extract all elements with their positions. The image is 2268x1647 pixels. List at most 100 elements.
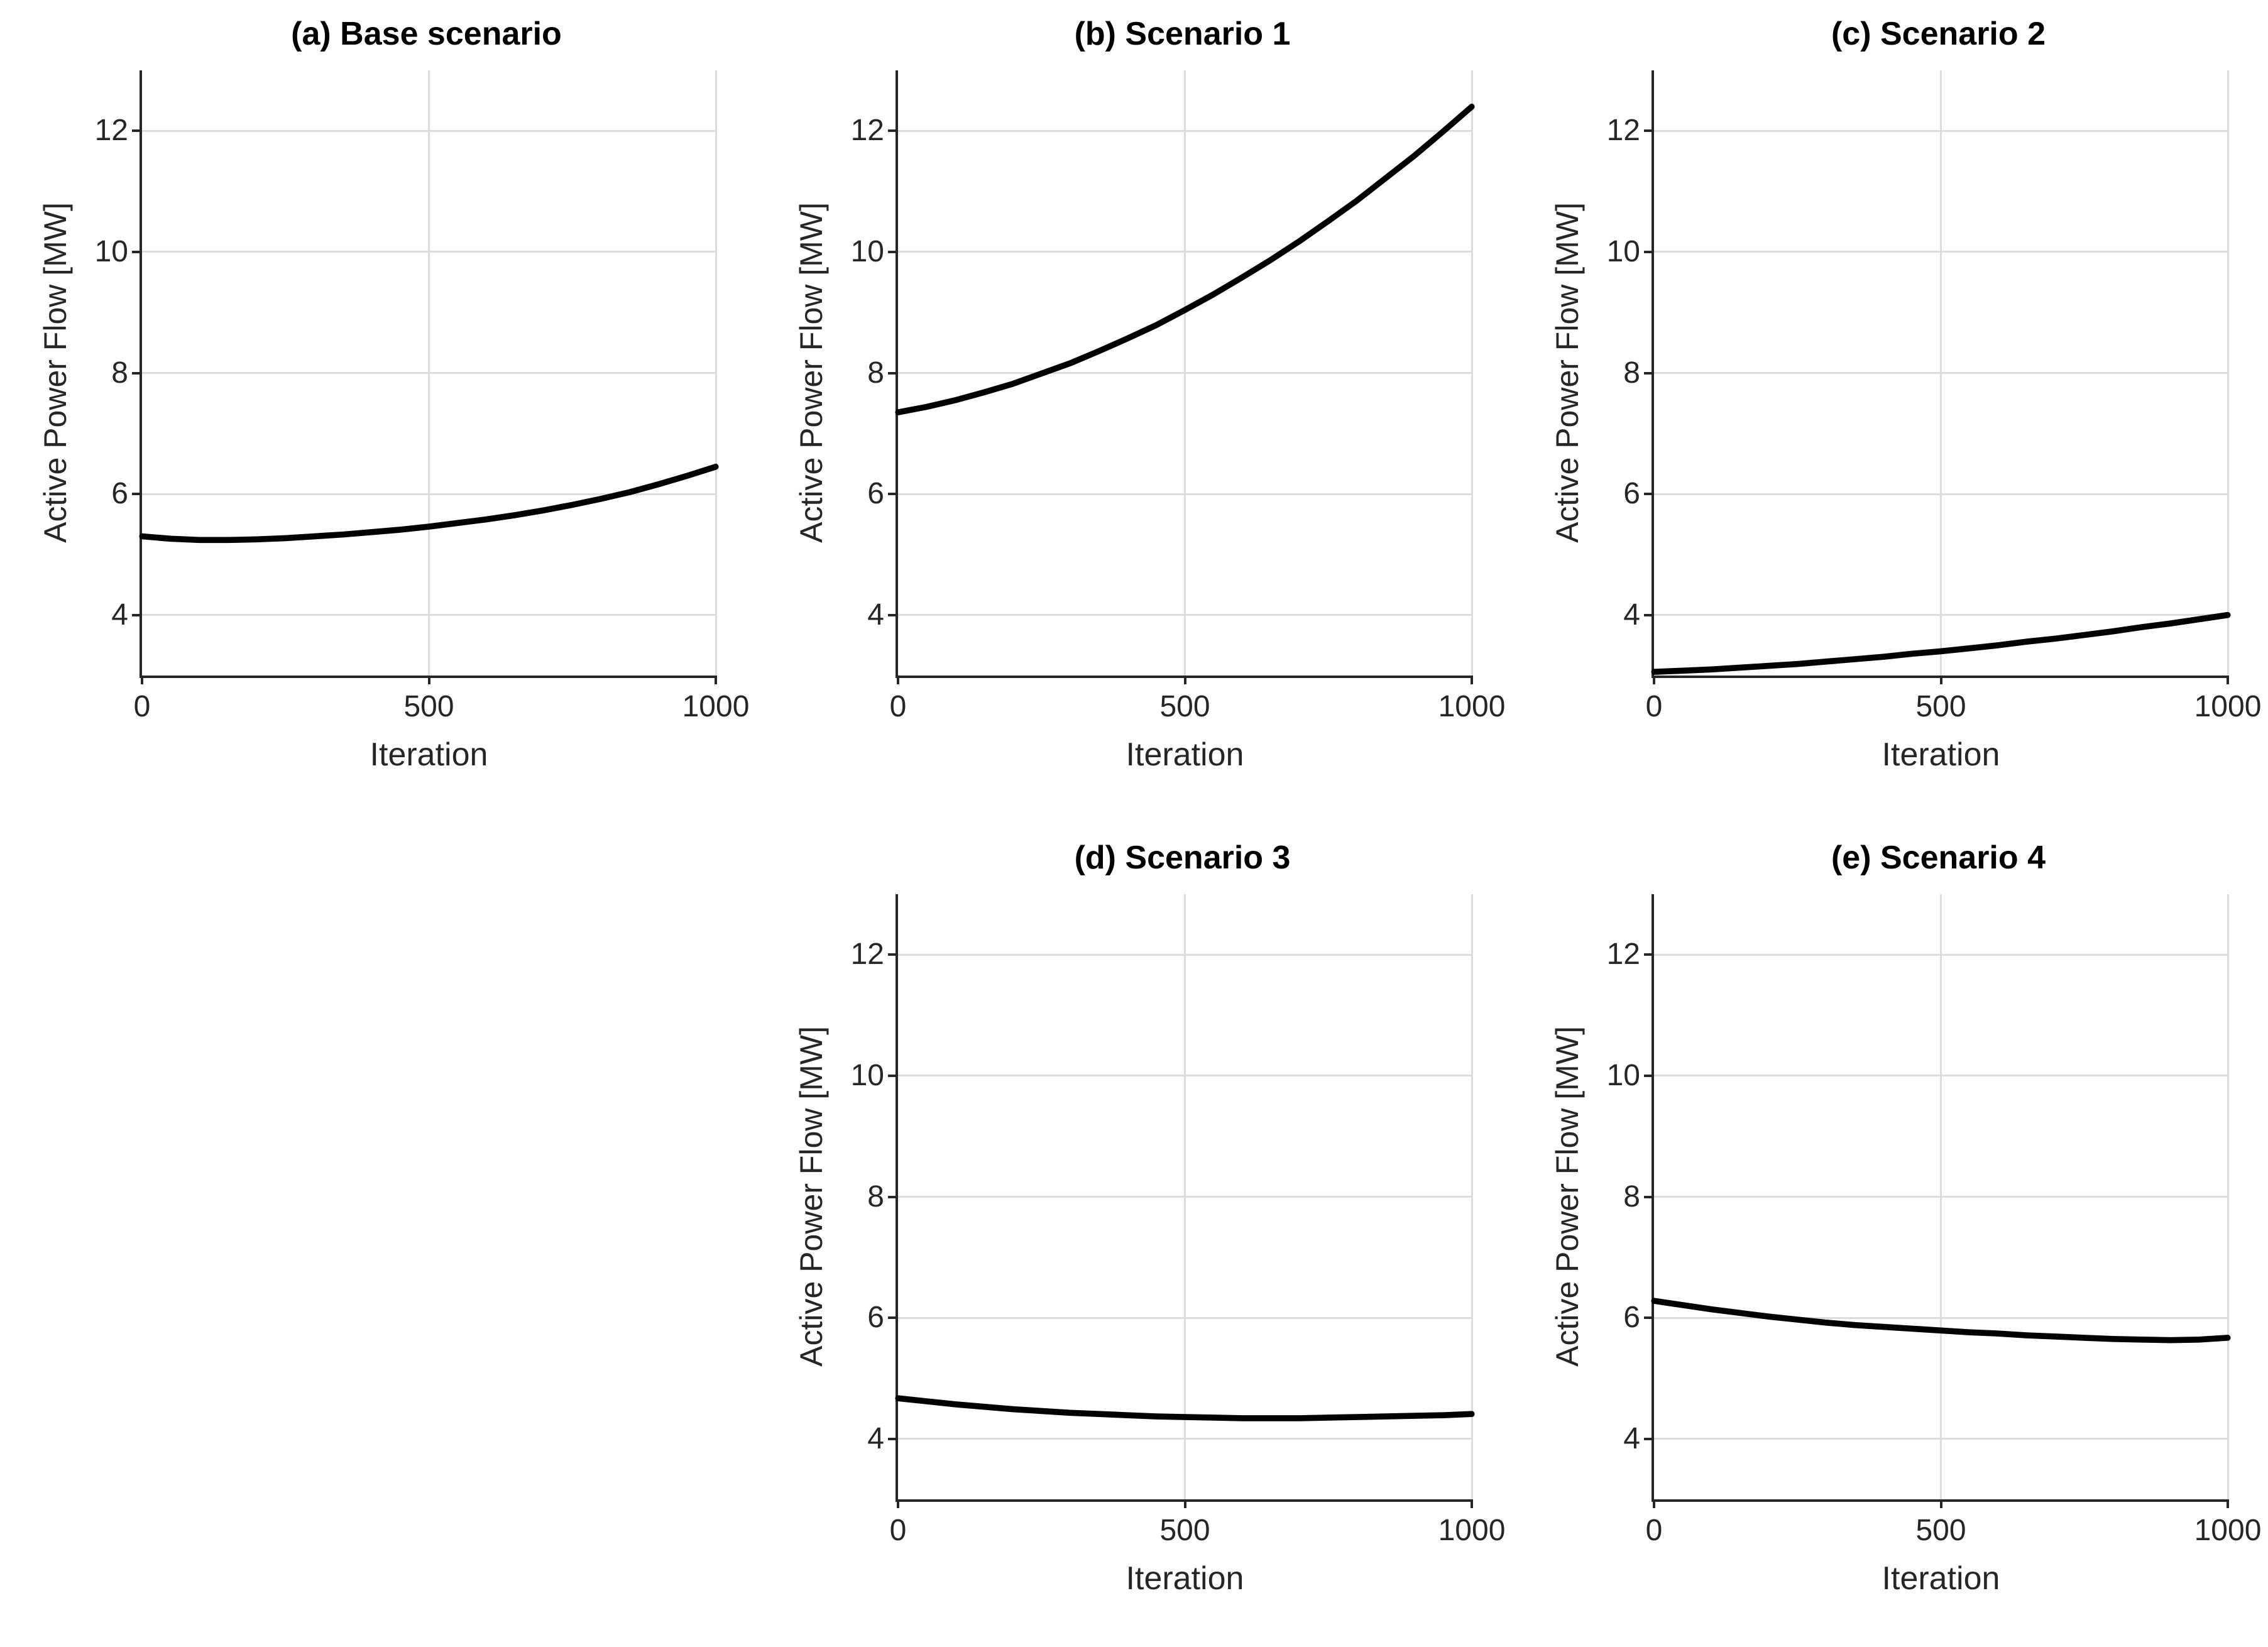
active-power-flow-line <box>1651 611 2231 676</box>
x-tick-label: 0 <box>889 690 907 723</box>
x-tick-label: 1000 <box>682 690 750 723</box>
panel-scenario-4: (e) Scenario 4 Active Power Flow [MW] It… <box>1537 834 2268 1647</box>
y-tick-label: 6 <box>111 477 128 511</box>
series-canvas <box>1651 611 2231 676</box>
panel-scenario-3: (d) Scenario 3 Active Power Flow [MW] It… <box>781 834 1537 1647</box>
y-tick-label: 10 <box>94 234 128 268</box>
y-tick-10 <box>888 1074 898 1077</box>
x-tick-0 <box>897 1499 899 1508</box>
y-tick-8 <box>888 1195 898 1198</box>
y-tick-10 <box>1644 250 1654 253</box>
panel-title: (d) Scenario 3 <box>1074 840 1291 876</box>
y-tick-label: 4 <box>111 598 128 632</box>
y-tick-label: 8 <box>1623 1179 1640 1213</box>
x-tick-label: 1000 <box>1438 690 1506 723</box>
panel-base-scenario: (a) Base scenario Active Power Flow [MW]… <box>25 10 781 833</box>
x-tick-label: 0 <box>889 1514 907 1547</box>
plot-area: Iteration 4 6 8 10 12 0 500 1000 <box>95 70 749 773</box>
panel-scenario-2: (c) Scenario 2 Active Power Flow [MW] It… <box>1537 10 2268 833</box>
y-tick-10 <box>888 250 898 253</box>
y-tick-label: 10 <box>1606 234 1640 268</box>
x-tick-500 <box>1939 1499 1942 1508</box>
series-canvas <box>1651 1298 2231 1343</box>
x-tick-0 <box>897 676 899 684</box>
plot-area: Iteration 4 6 8 10 12 0 500 1000 <box>1607 70 2261 773</box>
y-tick-label: 4 <box>867 1421 884 1455</box>
y-tick-label: 8 <box>867 356 884 390</box>
y-tick-label: 6 <box>867 477 884 511</box>
y-tick-label: 8 <box>1623 356 1640 390</box>
y-tick-6 <box>1644 493 1654 496</box>
x-tick-500 <box>1183 676 1186 684</box>
y-tick-12 <box>1644 129 1654 133</box>
grid-line-x-500 <box>1940 894 1942 1499</box>
active-power-flow-line <box>895 1395 1475 1421</box>
y-tick-8 <box>1644 371 1654 375</box>
y-tick-label: 4 <box>867 598 884 632</box>
y-tick-8 <box>132 371 142 375</box>
panel-scenario-1: (b) Scenario 1 Active Power Flow [MW] It… <box>781 10 1537 833</box>
y-tick-label: 6 <box>867 1301 884 1335</box>
plot-area: Iteration 4 6 8 10 12 0 500 1000 <box>1607 894 2261 1597</box>
y-tick-12 <box>888 953 898 956</box>
grid-line-x-500 <box>1184 894 1186 1499</box>
x-tick-label: 500 <box>1915 1514 1966 1547</box>
y-tick-label: 10 <box>850 1058 884 1092</box>
y-tick-4 <box>888 613 898 616</box>
y-tick-label: 6 <box>1623 1301 1640 1335</box>
x-tick-500 <box>427 676 430 684</box>
y-tick-10 <box>1644 1074 1654 1077</box>
y-tick-12 <box>1644 953 1654 956</box>
x-tick-1000 <box>715 676 717 684</box>
x-tick-label: 1000 <box>2194 1514 2262 1547</box>
x-tick-500 <box>1939 676 1942 684</box>
grid-line-x-1000 <box>715 70 717 676</box>
x-tick-label: 1000 <box>1438 1514 1506 1547</box>
y-tick-label: 8 <box>867 1179 884 1213</box>
grid-line-x-1000 <box>1471 894 1473 1499</box>
y-tick-label: 6 <box>1623 477 1640 511</box>
y-axis-label: Active Power Flow [MW] <box>1550 1026 1585 1367</box>
y-tick-10 <box>132 250 142 253</box>
y-axis-label: Active Power Flow [MW] <box>38 202 73 543</box>
y-tick-label: 12 <box>850 114 884 148</box>
grid-line-x-500 <box>1940 70 1942 676</box>
x-tick-label: 500 <box>403 690 454 723</box>
y-tick-label: 4 <box>1623 1421 1640 1455</box>
active-power-flow-line <box>1651 1298 2231 1343</box>
x-tick-1000 <box>2227 1499 2229 1508</box>
grid-line-x-1000 <box>1471 70 1473 676</box>
y-tick-label: 12 <box>1606 114 1640 148</box>
x-tick-0 <box>1653 676 1655 684</box>
x-tick-0 <box>141 676 143 684</box>
x-tick-500 <box>1183 1499 1186 1508</box>
x-tick-label: 500 <box>1159 690 1210 723</box>
x-tick-label: 0 <box>1645 690 1663 723</box>
grid-line-x-1000 <box>2227 894 2229 1499</box>
x-axis-label: Iteration <box>370 736 488 773</box>
series-canvas <box>895 1395 1475 1421</box>
panel-title: (a) Base scenario <box>291 16 562 52</box>
y-tick-6 <box>132 493 142 496</box>
x-tick-label: 0 <box>1645 1514 1663 1547</box>
panel-title: (b) Scenario 1 <box>1074 16 1291 52</box>
x-tick-1000 <box>1471 1499 1473 1508</box>
y-axis-label: Active Power Flow [MW] <box>794 202 829 543</box>
x-axis-label: Iteration <box>1126 1560 1244 1597</box>
y-tick-6 <box>888 493 898 496</box>
series-canvas <box>895 103 1475 415</box>
x-tick-1000 <box>2227 676 2229 684</box>
x-tick-0 <box>1653 1499 1655 1508</box>
y-tick-label: 4 <box>1623 598 1640 632</box>
y-tick-label: 10 <box>850 234 884 268</box>
y-tick-6 <box>1644 1316 1654 1320</box>
x-axis-label: Iteration <box>1126 736 1244 773</box>
grid-line-x-500 <box>428 70 430 676</box>
grid-line-x-1000 <box>2227 70 2229 676</box>
x-tick-1000 <box>1471 676 1473 684</box>
y-tick-label: 12 <box>850 938 884 971</box>
y-tick-6 <box>888 1316 898 1320</box>
y-axis-label: Active Power Flow [MW] <box>1550 202 1585 543</box>
y-tick-4 <box>1644 1437 1654 1440</box>
